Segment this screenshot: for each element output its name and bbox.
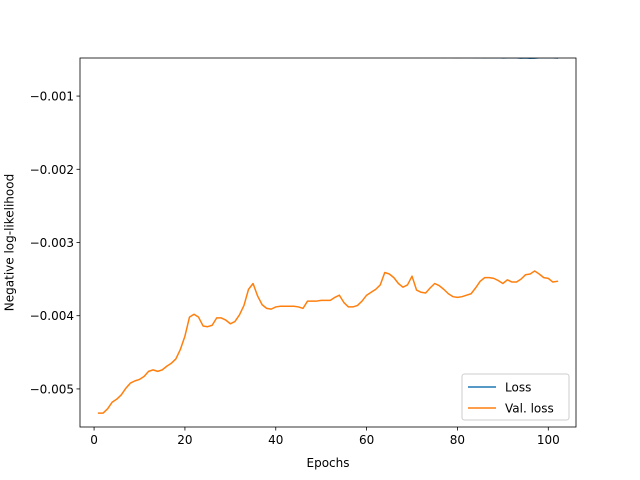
legend: Loss Val. loss	[461, 373, 570, 421]
series-lines	[97, 58, 559, 414]
legend-label-val-loss: Val. loss	[505, 402, 554, 416]
y-tick-label: −0.001	[30, 90, 74, 104]
y-axis-label: Negative log-likelihood	[3, 174, 17, 311]
x-tick-label: 100	[537, 433, 560, 447]
plot-area	[80, 58, 576, 427]
ticks: 0 20 40 60 80 100 −0.005 −0.004 −0.003 −0.002 −0.0…	[30, 90, 560, 447]
x-tick-label: 80	[450, 433, 465, 447]
x-axis-label: Epochs	[307, 456, 350, 470]
plot-background	[80, 58, 576, 427]
x-tick-label: 20	[177, 433, 192, 447]
series-line-val-loss	[97, 270, 559, 414]
legend-label-loss: Loss	[505, 381, 531, 395]
y-tick-label: −0.002	[30, 163, 74, 177]
y-tick-label: −0.004	[30, 309, 74, 323]
series-line-loss	[416, 58, 559, 59]
y-tick-label: −0.005	[30, 382, 74, 396]
x-tick-label: 60	[359, 433, 374, 447]
y-tick-label: −0.003	[30, 236, 74, 250]
x-tick-label: 0	[90, 433, 98, 447]
x-tick-label: 40	[268, 433, 283, 447]
